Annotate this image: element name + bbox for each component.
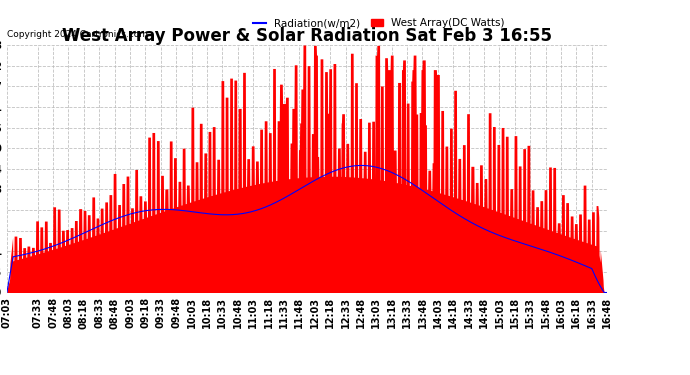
Legend: Radiation(w/m2), West Array(DC Watts): Radiation(w/m2), West Array(DC Watts) (249, 14, 509, 33)
Text: Copyright 2024 Cartronics.com: Copyright 2024 Cartronics.com (7, 30, 148, 39)
Title: West Array Power & Solar Radiation Sat Feb 3 16:55: West Array Power & Solar Radiation Sat F… (62, 27, 552, 45)
